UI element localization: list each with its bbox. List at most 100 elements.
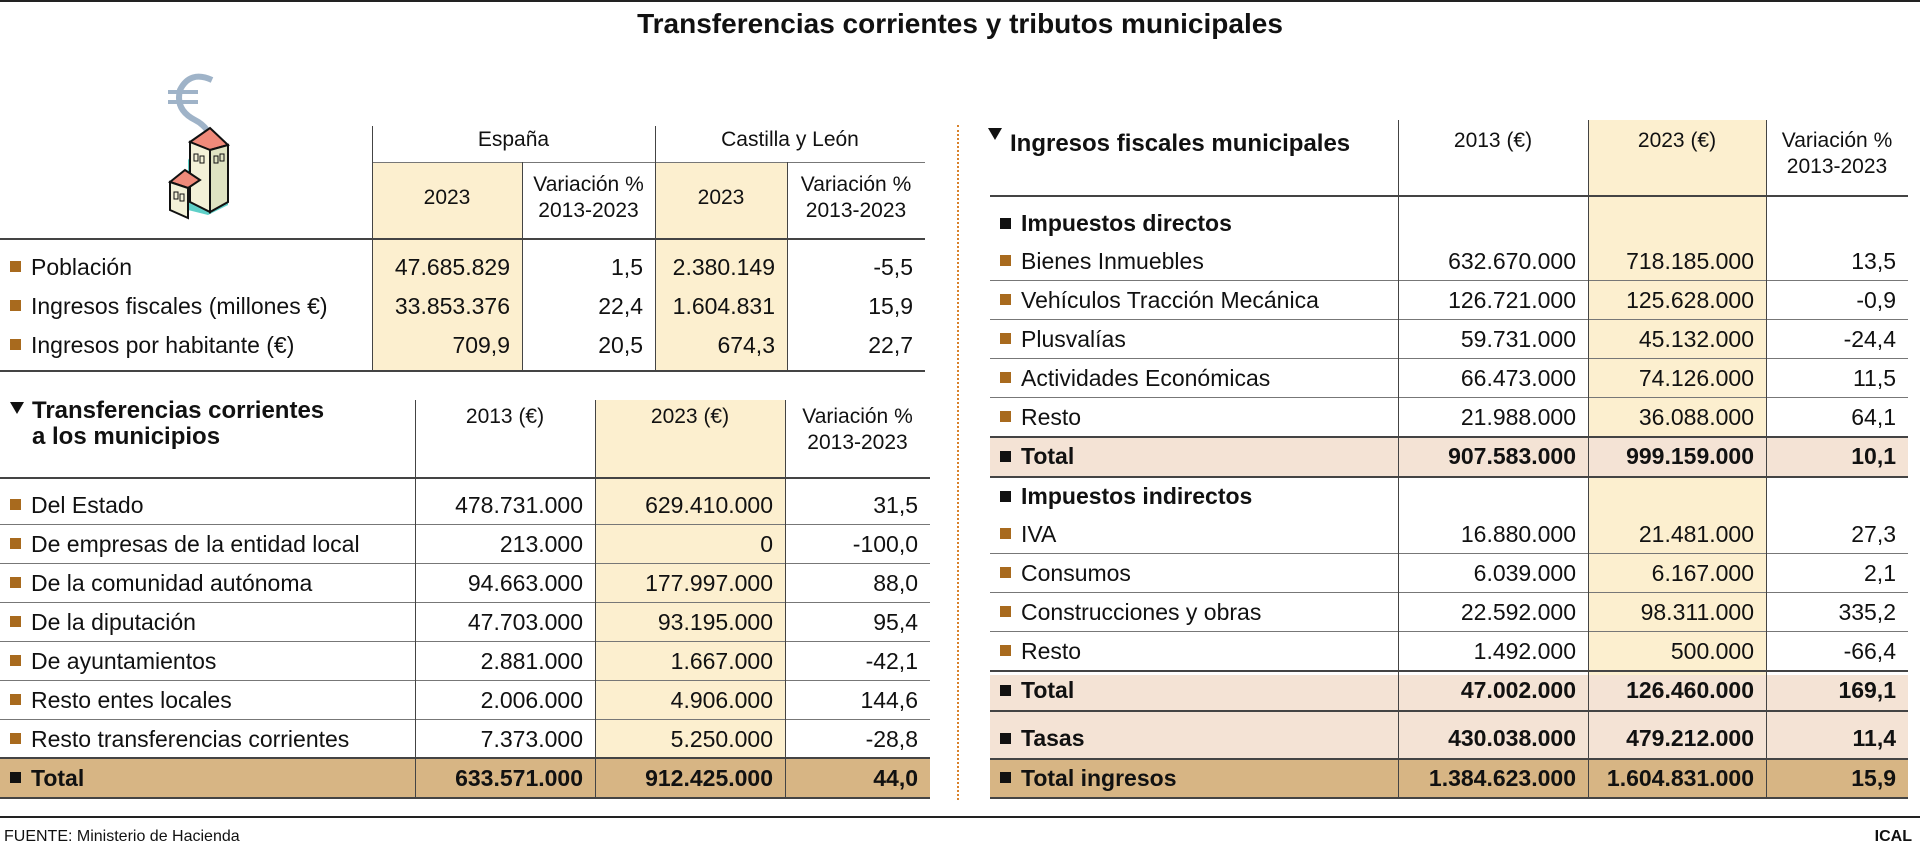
value-cell: 22,7 bbox=[868, 331, 913, 358]
row-label-text: Total bbox=[31, 764, 85, 791]
row-divider bbox=[0, 524, 930, 525]
row-label: Total ingresos bbox=[990, 758, 1398, 797]
value-cell: 125.628.000 bbox=[1626, 286, 1754, 313]
row-label: Impuestos indirectos bbox=[990, 478, 1398, 514]
triangle-icon bbox=[10, 402, 24, 414]
value-cell: 2.006.000 bbox=[480, 686, 583, 713]
row-label-text: Resto transferencias corrientes bbox=[31, 725, 350, 752]
row-divider bbox=[990, 358, 1908, 359]
value-cell: 1.667.000 bbox=[670, 647, 773, 674]
row-divider bbox=[0, 370, 925, 372]
total-value: 169,1 bbox=[1838, 677, 1896, 703]
row-divider bbox=[990, 631, 1908, 632]
row-label: Impuestos directos bbox=[990, 205, 1398, 241]
total-value: 10,1 bbox=[1851, 443, 1896, 469]
title-line: Transferencias corrientes bbox=[32, 397, 325, 424]
column-header: Variación % 2013-2023 bbox=[1781, 129, 1893, 178]
row-label: Resto transferencias corrientes bbox=[0, 719, 415, 758]
column-divider bbox=[1398, 120, 1399, 797]
row-label-text: Vehículos Tracción Mecánica bbox=[1021, 286, 1319, 313]
value-cell: 16.880.000 bbox=[1460, 520, 1576, 547]
row-divider bbox=[0, 680, 930, 681]
value-cell: 6.039.000 bbox=[1473, 559, 1576, 586]
column-header: 2013 (€) bbox=[465, 405, 545, 428]
value-cell: 0 bbox=[760, 530, 773, 557]
total-value: 47.002.000 bbox=[1460, 677, 1576, 703]
total-value: 912.425.000 bbox=[645, 764, 773, 791]
value-cell: 213.000 bbox=[499, 530, 583, 557]
total-value: 1.384.623.000 bbox=[1428, 764, 1576, 791]
source-note: FUENTE: Ministerio de Hacienda bbox=[4, 828, 240, 845]
total-value: 907.583.000 bbox=[1448, 443, 1576, 469]
column-header: 2023 (€) bbox=[650, 405, 730, 428]
bullet-icon bbox=[1000, 606, 1011, 617]
value-cell: -28,8 bbox=[865, 725, 918, 752]
fiscal-title: Ingresos fiscales municipales bbox=[978, 124, 1386, 164]
total-value: 1.604.831.000 bbox=[1606, 764, 1754, 791]
row-label-text: De la diputación bbox=[31, 608, 196, 635]
bullet-icon bbox=[1000, 294, 1011, 305]
value-cell: 1.604.831 bbox=[672, 292, 775, 319]
row-label-text: IVA bbox=[1021, 520, 1057, 547]
value-cell: 22,4 bbox=[598, 292, 643, 319]
bullet-icon bbox=[1000, 490, 1011, 502]
row-label-text: Impuestos directos bbox=[1021, 210, 1232, 236]
row-divider bbox=[990, 476, 1908, 478]
header-castilla-leon: Castilla y León bbox=[721, 128, 859, 151]
row-divider bbox=[0, 641, 930, 642]
row-divider bbox=[0, 719, 930, 720]
row-divider bbox=[990, 670, 1908, 672]
value-cell: -0,9 bbox=[1856, 286, 1896, 313]
row-label-text: De la comunidad autónoma bbox=[31, 569, 313, 596]
column-header: 2023 bbox=[697, 186, 745, 209]
row-divider bbox=[990, 710, 1908, 712]
house-with-euro-smoke-icon bbox=[167, 73, 230, 220]
total-value: 126.460.000 bbox=[1626, 677, 1754, 703]
row-label: Vehículos Tracción Mecánica bbox=[990, 280, 1398, 319]
value-cell: 126.721.000 bbox=[1448, 286, 1576, 313]
bullet-icon bbox=[10, 616, 21, 627]
value-cell: 144,6 bbox=[860, 686, 918, 713]
top-rule bbox=[0, 0, 1920, 2]
column-divider bbox=[787, 162, 788, 370]
row-label: Plusvalías bbox=[990, 319, 1398, 358]
bullet-icon bbox=[1000, 333, 1011, 344]
value-cell: 47.685.829 bbox=[394, 253, 510, 280]
row-label: De ayuntamientos bbox=[0, 641, 415, 680]
total-value: 44,0 bbox=[873, 764, 918, 791]
row-divider bbox=[990, 436, 1908, 438]
row-divider bbox=[990, 592, 1908, 593]
row-divider bbox=[990, 195, 1908, 197]
value-cell: 33.853.376 bbox=[394, 292, 510, 319]
value-cell: 31,5 bbox=[873, 491, 918, 518]
value-cell: 674,3 bbox=[717, 331, 775, 358]
value-cell: 47.703.000 bbox=[467, 608, 583, 635]
row-label-text: Ingresos por habitante (€) bbox=[31, 331, 295, 358]
bullet-icon bbox=[1000, 645, 1011, 656]
row-label: Total bbox=[990, 670, 1398, 710]
value-cell: 2.380.149 bbox=[672, 253, 775, 280]
column-divider bbox=[785, 400, 786, 797]
value-cell: 478.731.000 bbox=[455, 491, 583, 518]
column-divider bbox=[1588, 120, 1589, 797]
row-label: Ingresos por habitante (€) bbox=[0, 325, 372, 364]
row-label-text: Total ingresos bbox=[1021, 764, 1177, 791]
value-cell: 177.997.000 bbox=[645, 569, 773, 596]
row-divider bbox=[0, 563, 930, 564]
column-header: 2013 (€) bbox=[1453, 129, 1533, 152]
row-label-text: Actividades Económicas bbox=[1021, 364, 1271, 391]
value-cell: 335,2 bbox=[1838, 598, 1896, 625]
row-label-text: Construcciones y obras bbox=[1021, 598, 1262, 625]
bullet-icon bbox=[1000, 372, 1011, 383]
column-divider bbox=[372, 126, 373, 370]
value-cell: 709,9 bbox=[452, 331, 510, 358]
bullet-icon bbox=[10, 655, 21, 666]
row-label: IVA bbox=[990, 514, 1398, 553]
value-cell: 93.195.000 bbox=[657, 608, 773, 635]
cell-background bbox=[655, 162, 787, 370]
value-cell: 11,5 bbox=[1852, 364, 1896, 391]
row-label: De la comunidad autónoma bbox=[0, 563, 415, 602]
total-row-background bbox=[0, 758, 930, 797]
bullet-icon bbox=[10, 577, 21, 588]
row-label-text: Impuestos indirectos bbox=[1021, 483, 1253, 509]
